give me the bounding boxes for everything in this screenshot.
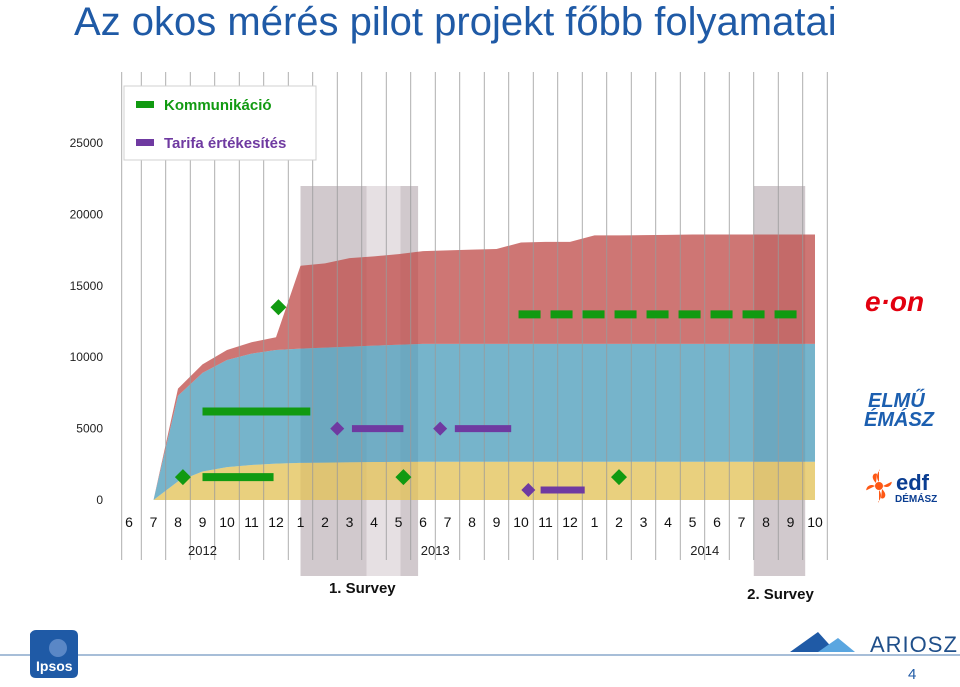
- x-tick-label: 7: [738, 514, 746, 530]
- x-tick-label: 3: [640, 514, 648, 530]
- x-tick-label: 7: [150, 514, 158, 530]
- x-tick-label: 5: [395, 514, 403, 530]
- x-tick-label: 7: [444, 514, 452, 530]
- x-tick-label: 1: [297, 514, 305, 530]
- x-tick-label: 2: [615, 514, 623, 530]
- x-tick-label: 8: [468, 514, 476, 530]
- x-tick-label: 10: [219, 514, 235, 530]
- legend-label-kommunikacio: Kommunikáció: [164, 97, 272, 114]
- elmu-emasz-logo: ELMŰ ÉMÁSZ: [864, 389, 935, 431]
- x-tick-label: 12: [268, 514, 284, 530]
- legend-swatch-kommunikacio: [136, 101, 154, 108]
- x-tick-label: 6: [419, 514, 427, 530]
- x-tick-label: 10: [513, 514, 529, 530]
- y-tick-label: 25000: [70, 136, 104, 150]
- x-tick-label: 10: [807, 514, 823, 530]
- edf-logo-line2: DÉMÁSZ: [895, 492, 937, 505]
- eon-logo: e·on: [865, 286, 924, 317]
- timeline-markers: [174, 299, 627, 498]
- stacked-areas: [129, 234, 815, 501]
- x-tick-label: 2: [321, 514, 329, 530]
- x-tick-label: 4: [664, 514, 672, 530]
- legend-box: [123, 85, 317, 161]
- edf-logo-line1: edf: [896, 470, 930, 495]
- y-tick-label: 5000: [76, 422, 103, 436]
- legend-label-tarifa: Tarifa értékesítés: [164, 135, 286, 152]
- x-tick-label: 4: [370, 514, 378, 530]
- x-tick-label: 9: [199, 514, 207, 530]
- page-number: 4: [908, 666, 917, 683]
- year-label: 2014: [690, 543, 719, 558]
- elmu-logo-line1: ELMŰ: [868, 389, 925, 412]
- elmu-logo-line2: ÉMÁSZ: [864, 408, 935, 431]
- y-tick-label: 15000: [70, 279, 104, 293]
- timeline-bars: [202, 310, 806, 494]
- x-tick-label: 9: [493, 514, 501, 530]
- x-tick-label: 11: [244, 514, 259, 530]
- edf-flower-icon: [866, 469, 892, 503]
- kommunikacio-marker: [174, 469, 191, 486]
- x-tick-label: 6: [713, 514, 721, 530]
- legend: Kommunikáció Tarifa értékesítés: [123, 85, 317, 161]
- ariosz-logo-text: ARIOSZ: [870, 632, 958, 657]
- year-label: 2013: [421, 543, 450, 558]
- tarifa-marker: [521, 483, 536, 498]
- x-tick-label: 8: [762, 514, 770, 530]
- year-label: 2012: [188, 543, 217, 558]
- survey-label: 1. Survey: [329, 580, 396, 597]
- area-series-2: [129, 234, 815, 501]
- x-tick-label: 1: [591, 514, 599, 530]
- area-series-1: [129, 343, 815, 500]
- edf-demasz-logo: edf DÉMÁSZ: [866, 469, 937, 505]
- y-tick-label: 0: [96, 493, 103, 507]
- tarifa-marker: [330, 421, 345, 436]
- y-tick-label: 20000: [70, 207, 104, 221]
- ariosz-logo: ARIOSZ: [790, 632, 958, 657]
- eon-logo-text: e·on: [865, 286, 924, 317]
- x-tick-label: 8: [174, 514, 182, 530]
- ipsos-logo: Ipsos: [30, 630, 78, 678]
- y-tick-label: 10000: [70, 350, 104, 364]
- kommunikacio-marker: [395, 469, 412, 486]
- x-tick-label: 12: [562, 514, 578, 530]
- page-title: Az okos mérés pilot projekt főbb folyama…: [74, 0, 837, 44]
- x-tick-label: 11: [538, 514, 553, 530]
- kommunikacio-marker: [270, 299, 287, 316]
- x-tick-label: 5: [689, 514, 697, 530]
- survey-label: 2. Survey: [747, 586, 814, 603]
- x-tick-label: 3: [346, 514, 354, 530]
- ipsos-logo-text: Ipsos: [36, 658, 73, 674]
- x-tick-label: 6: [125, 514, 133, 530]
- tarifa-marker: [433, 421, 448, 436]
- x-tick-label: 9: [787, 514, 795, 530]
- area-series-0: [129, 461, 815, 500]
- legend-swatch-tarifa: [136, 139, 154, 146]
- kommunikacio-marker: [611, 469, 627, 486]
